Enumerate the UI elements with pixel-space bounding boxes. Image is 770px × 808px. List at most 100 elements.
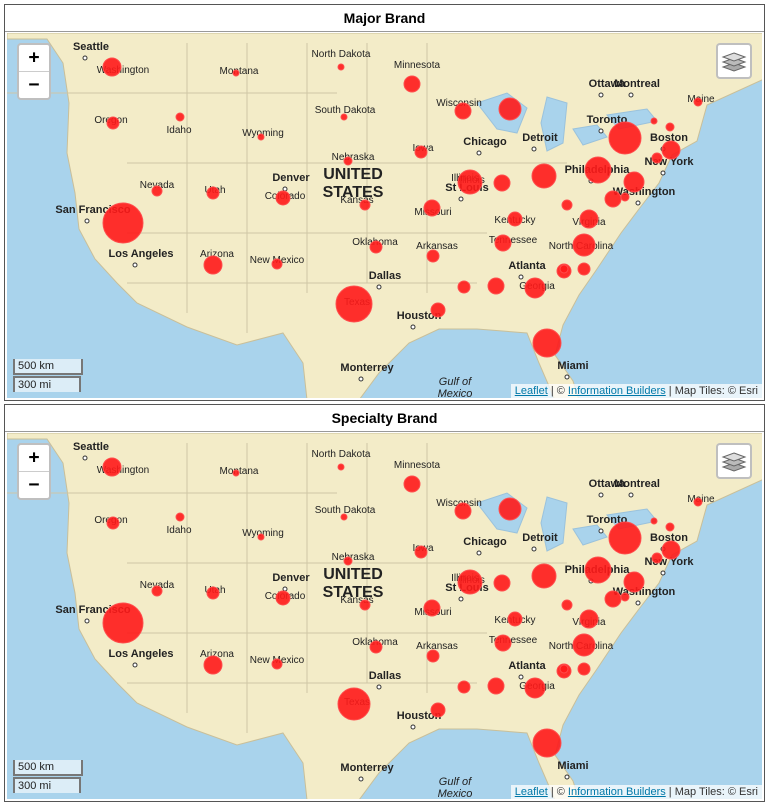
data-bubble[interactable]: [487, 677, 505, 695]
zoom-in-button[interactable]: +: [28, 47, 40, 68]
data-bubble[interactable]: [340, 113, 348, 121]
data-bubble[interactable]: [577, 662, 591, 676]
zoom-out-button[interactable]: −: [19, 471, 49, 498]
data-bubble[interactable]: [493, 174, 511, 192]
data-bubble[interactable]: [340, 513, 348, 521]
zoom-in-button[interactable]: +: [28, 447, 40, 468]
data-bubble[interactable]: [608, 121, 642, 155]
zoom-out-button[interactable]: −: [19, 71, 49, 98]
data-bubble[interactable]: [572, 633, 596, 657]
data-bubble[interactable]: [369, 640, 383, 654]
data-bubble[interactable]: [531, 163, 557, 189]
data-bubble[interactable]: [335, 285, 373, 323]
map-view[interactable]: WashingtonOregonIdahoNevadaUtahArizonaNe…: [7, 33, 762, 398]
data-bubble[interactable]: [206, 186, 220, 200]
data-bubble[interactable]: [414, 145, 428, 159]
data-bubble[interactable]: [343, 556, 353, 566]
data-bubble[interactable]: [532, 728, 562, 758]
data-bubble[interactable]: [623, 571, 645, 593]
data-bubble[interactable]: [457, 680, 471, 694]
data-bubble[interactable]: [457, 169, 483, 195]
data-bubble[interactable]: [337, 463, 345, 471]
data-bubble[interactable]: [203, 255, 223, 275]
data-bubble[interactable]: [665, 122, 675, 132]
data-bubble[interactable]: [257, 133, 265, 141]
data-bubble[interactable]: [275, 190, 291, 206]
data-bubble[interactable]: [106, 116, 120, 130]
data-bubble[interactable]: [561, 199, 573, 211]
data-bubble[interactable]: [426, 249, 440, 263]
leaflet-link[interactable]: Leaflet: [514, 786, 548, 798]
data-bubble[interactable]: [275, 590, 291, 606]
data-bubble[interactable]: [493, 574, 511, 592]
data-bubble[interactable]: [203, 655, 223, 675]
data-bubble[interactable]: [457, 569, 483, 595]
data-bubble[interactable]: [604, 590, 622, 608]
data-bubble[interactable]: [651, 152, 663, 164]
data-bubble[interactable]: [620, 192, 630, 202]
data-bubble[interactable]: [106, 516, 120, 530]
data-bubble[interactable]: [337, 687, 371, 721]
data-bubble[interactable]: [572, 233, 596, 257]
data-bubble[interactable]: [175, 112, 185, 122]
data-bubble[interactable]: [524, 677, 546, 699]
data-bubble[interactable]: [559, 264, 569, 274]
data-bubble[interactable]: [693, 97, 703, 107]
layers-button[interactable]: [716, 43, 752, 79]
data-bubble[interactable]: [507, 211, 523, 227]
data-bubble[interactable]: [403, 75, 421, 93]
data-bubble[interactable]: [531, 563, 557, 589]
data-bubble[interactable]: [426, 649, 440, 663]
data-bubble[interactable]: [454, 502, 472, 520]
data-bubble[interactable]: [577, 262, 591, 276]
data-bubble[interactable]: [102, 457, 122, 477]
data-bubble[interactable]: [507, 611, 523, 627]
data-bubble[interactable]: [151, 185, 163, 197]
data-bubble[interactable]: [650, 117, 658, 125]
data-bubble[interactable]: [151, 585, 163, 597]
data-bubble[interactable]: [414, 545, 428, 559]
data-bubble[interactable]: [423, 199, 441, 217]
data-bubble[interactable]: [487, 277, 505, 295]
data-bubble[interactable]: [693, 497, 703, 507]
data-bubble[interactable]: [175, 512, 185, 522]
ibi-link[interactable]: Information Builders: [567, 786, 666, 798]
data-bubble[interactable]: [498, 497, 522, 521]
data-bubble[interactable]: [423, 599, 441, 617]
data-bubble[interactable]: [579, 609, 599, 629]
data-bubble[interactable]: [271, 658, 283, 670]
data-bubble[interactable]: [579, 209, 599, 229]
data-bubble[interactable]: [206, 586, 220, 600]
data-bubble[interactable]: [498, 97, 522, 121]
data-bubble[interactable]: [359, 199, 371, 211]
data-bubble[interactable]: [665, 522, 675, 532]
data-bubble[interactable]: [343, 156, 353, 166]
data-bubble[interactable]: [102, 602, 144, 644]
data-bubble[interactable]: [651, 552, 663, 564]
map-view[interactable]: WashingtonOregonIdahoNevadaUtahArizonaNe…: [7, 433, 762, 799]
data-bubble[interactable]: [232, 69, 240, 77]
data-bubble[interactable]: [620, 592, 630, 602]
data-bubble[interactable]: [494, 234, 512, 252]
data-bubble[interactable]: [604, 190, 622, 208]
data-bubble[interactable]: [232, 469, 240, 477]
data-bubble[interactable]: [584, 556, 612, 584]
data-bubble[interactable]: [524, 277, 546, 299]
data-bubble[interactable]: [102, 57, 122, 77]
data-bubble[interactable]: [559, 664, 569, 674]
data-bubble[interactable]: [359, 599, 371, 611]
data-bubble[interactable]: [623, 171, 645, 193]
data-bubble[interactable]: [369, 240, 383, 254]
data-bubble[interactable]: [457, 280, 471, 294]
data-bubble[interactable]: [608, 521, 642, 555]
data-bubble[interactable]: [257, 533, 265, 541]
data-bubble[interactable]: [584, 156, 612, 184]
ibi-link[interactable]: Information Builders: [567, 385, 666, 397]
data-bubble[interactable]: [561, 599, 573, 611]
data-bubble[interactable]: [403, 475, 421, 493]
layers-button[interactable]: [716, 443, 752, 479]
data-bubble[interactable]: [337, 63, 345, 71]
leaflet-link[interactable]: Leaflet: [514, 385, 548, 397]
data-bubble[interactable]: [532, 328, 562, 358]
data-bubble[interactable]: [102, 202, 144, 244]
